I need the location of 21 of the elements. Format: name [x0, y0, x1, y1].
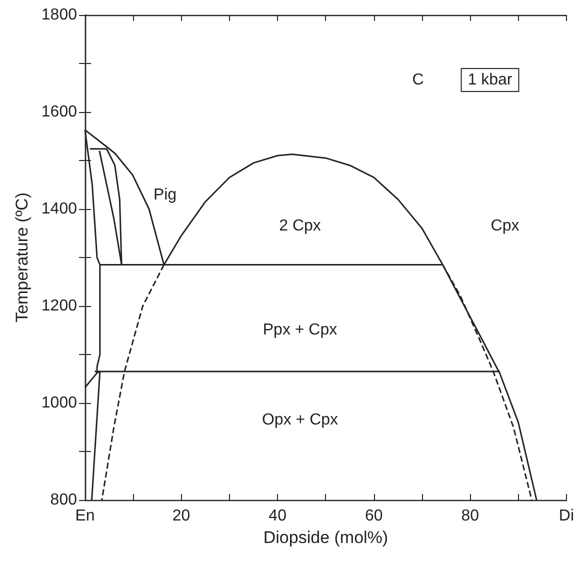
- annotation: 1 kbar: [468, 72, 513, 88]
- y-tick-label: 1600: [41, 104, 78, 120]
- x-tick-label: En: [75, 508, 95, 524]
- x-tick-label: 80: [461, 508, 480, 524]
- y-tick-label: 1400: [41, 200, 78, 218]
- annotation: Pig: [153, 186, 177, 204]
- y-tick-label: 800: [50, 492, 78, 508]
- annotation: Ppx + Cpx: [262, 322, 338, 338]
- annotation: Cpx: [490, 218, 520, 234]
- x-tick-label: Di: [558, 508, 574, 524]
- x-axis-title: Diopside (mol%): [263, 528, 388, 547]
- x-tick-label: 40: [268, 508, 287, 524]
- y-tick-label: 1200: [41, 298, 78, 314]
- annotation: 2 Cpx: [279, 218, 321, 234]
- y-tick-label: 1000: [41, 394, 78, 412]
- y-tick-label: 1800: [41, 6, 78, 24]
- x-tick-label: 20: [172, 508, 190, 524]
- annotation: Opx + Cpx: [262, 412, 338, 428]
- annotation: C: [412, 72, 424, 88]
- y-axis-title: Temperature (ºC): [12, 192, 32, 322]
- x-tick-label: 60: [364, 508, 383, 524]
